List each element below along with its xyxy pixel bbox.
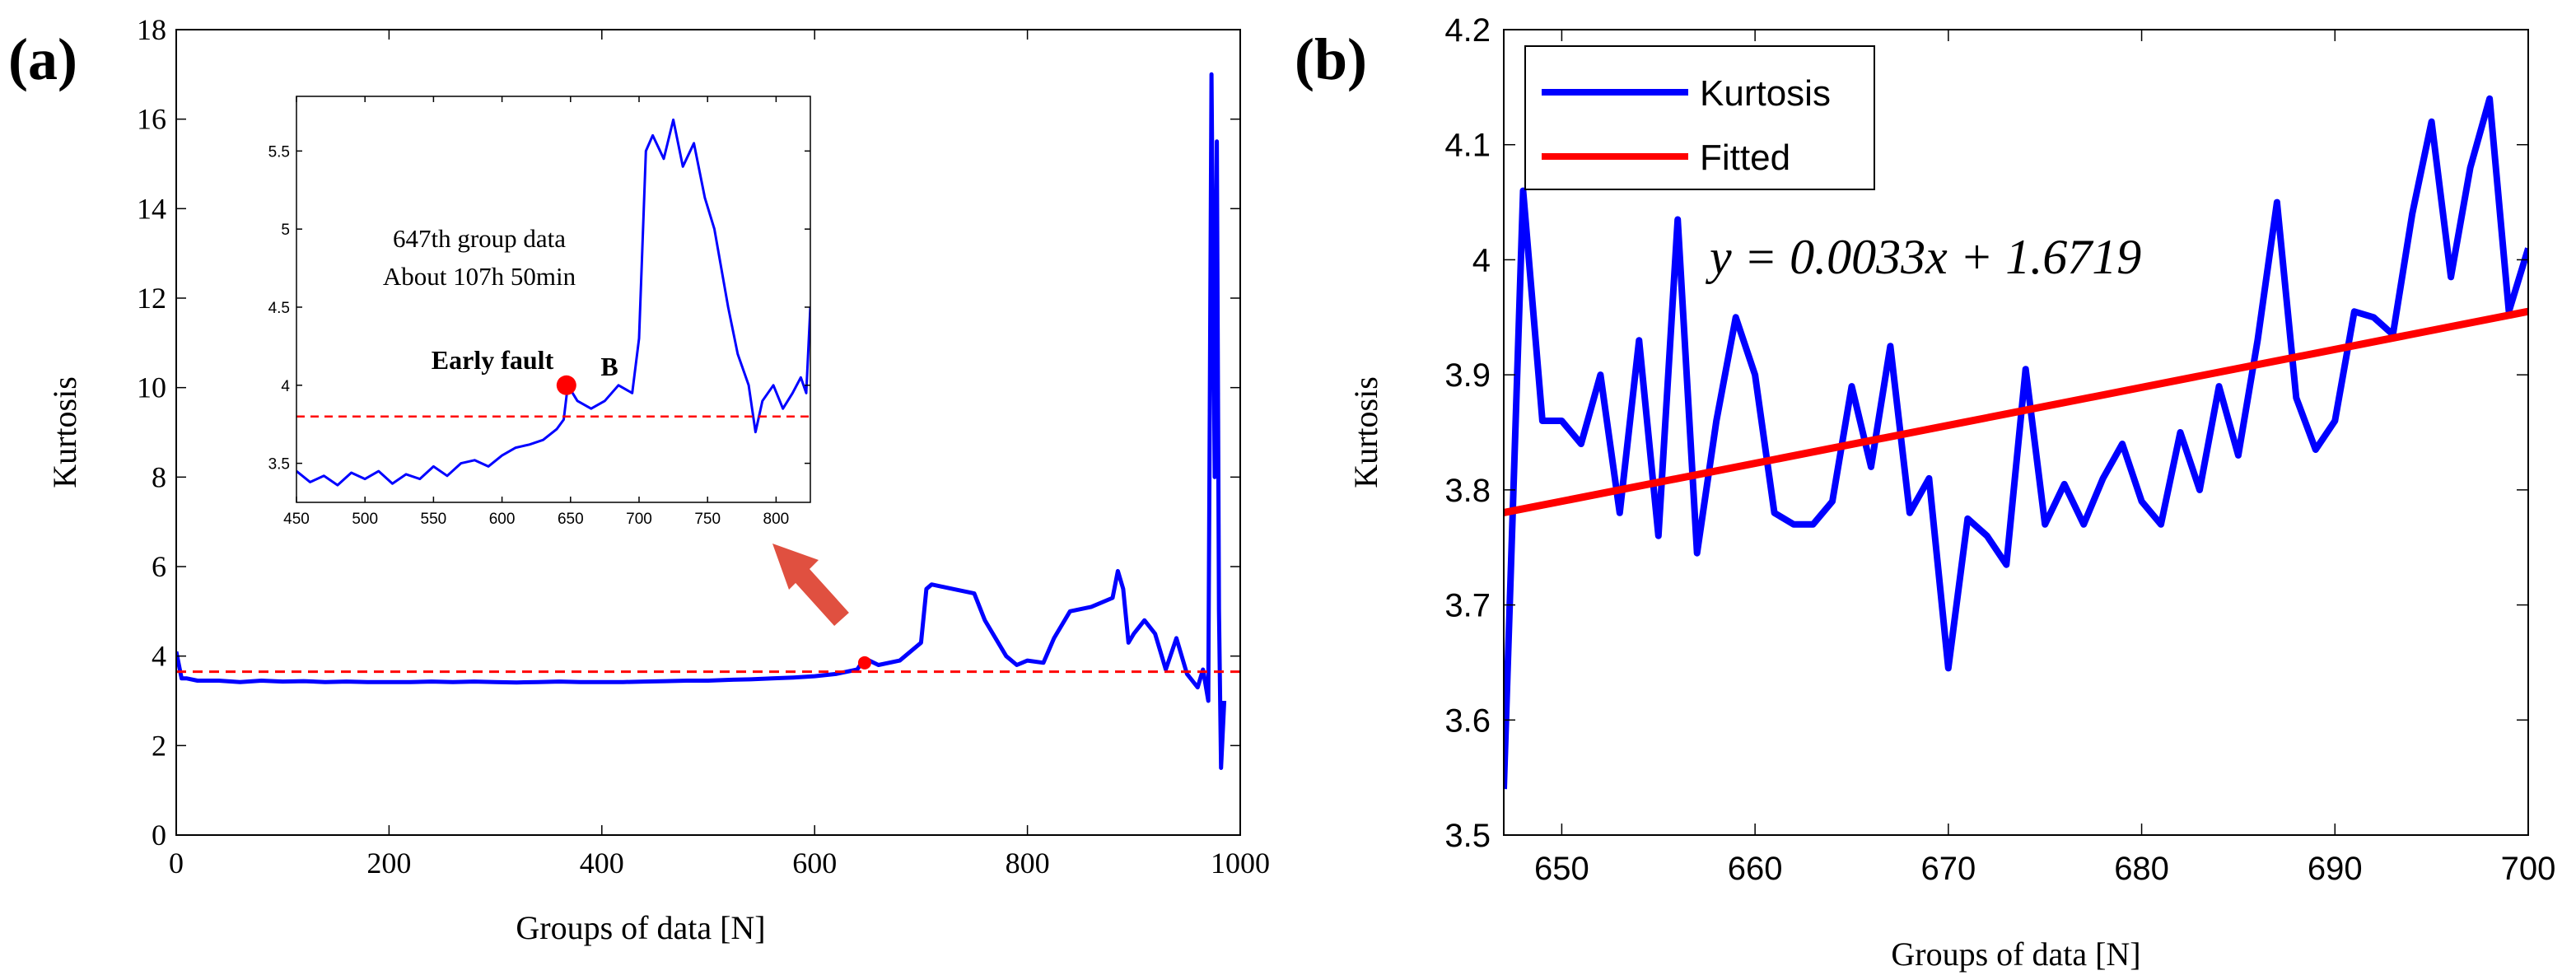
fit-equation: y = 0.0033x + 1.6719 (1705, 230, 2141, 284)
x-tick-label: 500 (352, 511, 378, 528)
early-fault-marker (857, 656, 871, 670)
legend-box (1524, 45, 1875, 190)
chart-a-frame (175, 29, 1241, 836)
chart-a-ylabel: Kurtosis (46, 376, 83, 488)
inset-kurtosis-line (296, 118, 810, 487)
x-tick-label: 800 (763, 511, 790, 528)
y-tick-label: 3.7 (1444, 588, 1491, 624)
x-tick-label: 650 (558, 511, 584, 528)
y-tick-label: 3.8 (1444, 473, 1491, 509)
y-tick-label: 12 (137, 282, 166, 315)
x-tick-label: 700 (626, 511, 652, 528)
legend-fitted-label: Fitted (1700, 138, 1790, 178)
y-tick-label: 4.5 (268, 300, 290, 317)
y-tick-label: 4 (152, 640, 166, 673)
x-tick-label: 700 (2501, 851, 2556, 887)
y-tick-label: 5 (281, 222, 290, 239)
panel-b-label: (b) (1295, 26, 1367, 92)
y-tick-label: 0 (152, 819, 166, 852)
early-fault-label: Early fault (432, 345, 554, 375)
x-tick-label: 200 (366, 847, 411, 880)
chart-b-legend: Kurtosis Fitted (1524, 45, 1875, 190)
x-tick-label: 660 (1728, 851, 1783, 887)
x-tick-label: 400 (580, 847, 624, 880)
x-tick-label: 600 (792, 847, 837, 880)
legend-kurtosis-label: Kurtosis (1700, 73, 1831, 114)
chart-b-frame (1503, 29, 2529, 836)
inset-frame (296, 96, 811, 503)
inset-early-fault-marker (556, 375, 576, 395)
y-tick-label: 10 (137, 371, 166, 404)
y-tick-label: 6 (152, 550, 166, 583)
y-tick-label: 14 (137, 192, 166, 225)
x-tick-label: 1000 (1211, 847, 1270, 880)
y-tick-label: 5.5 (268, 143, 290, 161)
zoom-arrow-head (772, 544, 819, 590)
y-tick-label: 3.9 (1444, 357, 1491, 394)
y-tick-label: 4 (1472, 242, 1491, 278)
y-tick-label: 3.6 (1444, 702, 1491, 739)
y-tick-label: 4 (281, 378, 290, 395)
point-b-label: B (600, 352, 618, 381)
chart-b-xlabel: Groups of data [N] (1891, 936, 2140, 973)
y-tick-label: 16 (137, 103, 166, 136)
chart-b: 650 660 670 680 690 700 3.5 3.6 3.7 3.8 3.9 4 4.1 4.2… (1347, 12, 2555, 973)
x-tick-label: 0 (169, 847, 184, 880)
x-tick-label: 680 (2114, 851, 2169, 887)
y-tick-label: 3.5 (1444, 818, 1491, 854)
chart-b-ylabel: Kurtosis (1347, 376, 1384, 488)
x-tick-label: 600 (489, 511, 516, 528)
chart-a-main: 0 200 400 600 800 1000 0 2 4 6 8 10 12 14 16 18 Groups … (46, 13, 1270, 946)
y-tick-label: 4.2 (1444, 12, 1491, 49)
x-tick-label: 670 (1920, 851, 1976, 887)
chart-a-xlabel: Groups of data [N] (516, 909, 765, 946)
y-tick-label: 8 (152, 460, 166, 493)
y-tick-label: 4.1 (1444, 128, 1491, 164)
inset-annotation-line1: 647th group data (393, 224, 566, 253)
y-tick-label: 3.5 (268, 456, 290, 474)
y-tick-label: 18 (137, 13, 166, 46)
x-tick-label: 650 (1534, 851, 1589, 887)
panel-a-label: (a) (8, 26, 77, 92)
x-tick-label: 750 (694, 511, 721, 528)
fitted-line (1504, 307, 2528, 516)
zoom-arrow-shaft (788, 561, 849, 627)
kurtosis-series-line (1504, 95, 2528, 790)
chart-a-inset: 450 500 550 600 650 700 750 800 3.5 4 4.5 5 5.5 647t… (268, 96, 811, 528)
x-tick-label: 800 (1006, 847, 1050, 880)
y-tick-label: 2 (152, 729, 166, 762)
x-tick-label: 550 (421, 511, 447, 528)
zoom-arrow (772, 544, 849, 627)
x-tick-label: 450 (283, 511, 310, 528)
inset-annotation-line2: About 107h 50min (383, 262, 576, 291)
x-tick-label: 690 (2308, 851, 2363, 887)
